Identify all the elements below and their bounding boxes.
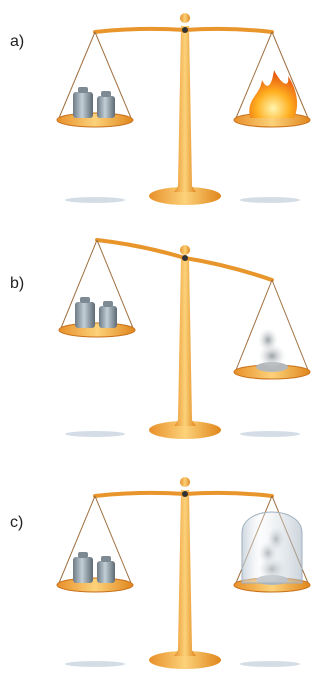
panel-label: c) [10,514,23,531]
weight-knob [78,87,88,93]
weight-knob [78,552,88,558]
shadow [65,661,125,667]
flame [249,70,297,118]
column [174,490,196,656]
pan [57,113,133,127]
column [174,26,196,192]
pan [59,323,135,337]
knob [180,477,190,487]
shadow [240,661,300,667]
panel-label: b) [10,275,24,292]
weight [97,96,115,118]
weight [73,92,93,118]
pan [57,578,133,592]
pivot [182,491,188,497]
knob [180,13,190,23]
shadow [65,431,125,437]
weight-knob [101,91,111,97]
shadow [65,197,125,203]
weight [75,302,95,328]
smoke [258,328,278,352]
panel-label: a) [10,33,24,50]
pivot [182,27,188,33]
weight-knob [103,301,113,307]
pivot [182,255,188,261]
weight [99,306,117,328]
illustration: a) b) c) [0,0,317,678]
balance-scale [57,477,310,669]
bell-jar [242,512,302,583]
balance-scale [59,240,310,439]
shadow [240,197,300,203]
column [174,258,196,426]
balance-scale [57,13,310,205]
knob [180,245,190,255]
shadow [240,431,300,437]
weight-knob [101,556,111,562]
weight-knob [80,297,90,303]
weight [97,561,115,583]
weight [73,557,93,583]
